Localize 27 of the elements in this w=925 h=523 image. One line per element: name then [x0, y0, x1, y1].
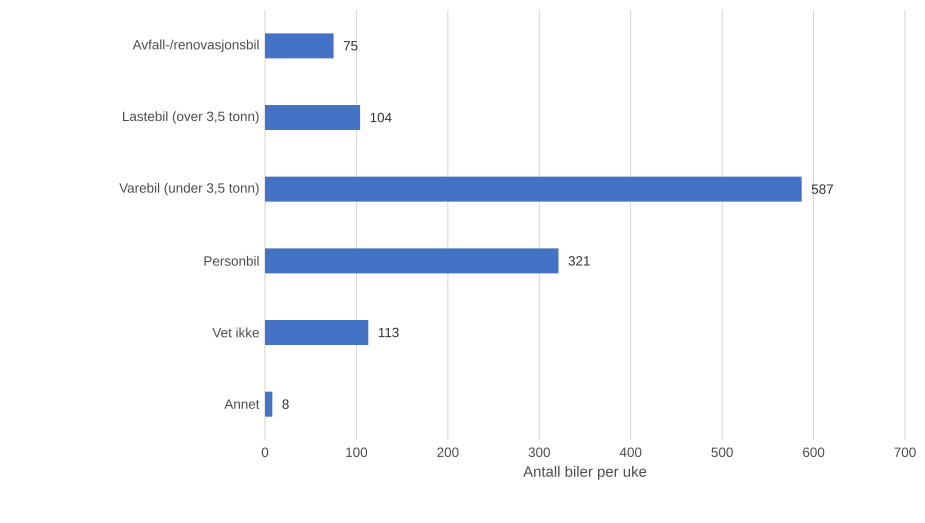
- x-tick-label: 200: [437, 448, 459, 458]
- bar: [265, 392, 272, 417]
- y-tick-label: Vet ikke: [212, 328, 259, 338]
- data-label: 104: [370, 112, 392, 122]
- y-tick-label: Annet: [224, 399, 260, 409]
- bar: [265, 33, 334, 58]
- x-tick-label: 400: [620, 448, 642, 458]
- x-tick-label: 600: [803, 448, 824, 458]
- data-label: 321: [568, 256, 590, 266]
- x-tick-label: 0: [262, 448, 268, 458]
- y-tick-label: Lastebil (over 3,5 tonn): [123, 111, 259, 124]
- bar: [265, 248, 558, 274]
- data-label: 8: [282, 399, 289, 409]
- bar: [265, 105, 360, 130]
- x-tick-label: 300: [528, 448, 550, 458]
- y-tick-label: Personbil: [204, 256, 259, 266]
- bar: [265, 176, 802, 202]
- x-tick-label: 100: [346, 448, 368, 458]
- x-tick-label: 700: [894, 448, 916, 458]
- bar: [265, 320, 368, 346]
- x-tick-label: 500: [711, 448, 733, 458]
- data-label: 113: [378, 328, 399, 338]
- y-tick-label: Varebil (under 3,5 tonn): [119, 182, 259, 196]
- y-tick-label: Avfall-/renovasjonsbil: [132, 40, 259, 52]
- data-label: 75: [344, 41, 358, 51]
- x-axis-title: Antall biler per uke: [523, 466, 646, 480]
- data-label: 587: [812, 184, 833, 194]
